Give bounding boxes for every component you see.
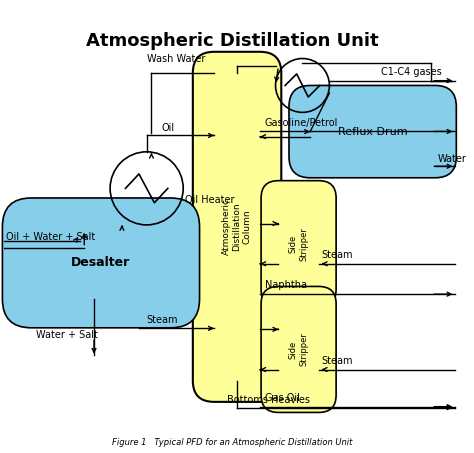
Text: Water: Water xyxy=(438,154,467,164)
Text: Wash Water: Wash Water xyxy=(146,53,205,63)
Text: Side
Stripper: Side Stripper xyxy=(289,333,308,366)
Text: C1-C4 gases: C1-C4 gases xyxy=(381,67,442,77)
FancyBboxPatch shape xyxy=(289,86,456,178)
Text: Oil Heater: Oil Heater xyxy=(185,195,235,205)
FancyBboxPatch shape xyxy=(193,52,281,402)
Text: Oil: Oil xyxy=(161,123,174,133)
Text: Gas Oil: Gas Oil xyxy=(265,393,300,403)
FancyBboxPatch shape xyxy=(261,286,336,412)
Text: Oil + Water + Salt: Oil + Water + Salt xyxy=(6,232,95,242)
Text: Atmospheric Distillation Unit: Atmospheric Distillation Unit xyxy=(86,32,379,49)
Text: Steam: Steam xyxy=(146,315,178,325)
Text: Naphtha: Naphtha xyxy=(265,280,307,290)
Text: Gasoline/Petrol: Gasoline/Petrol xyxy=(265,118,338,128)
Text: Reflux Drum: Reflux Drum xyxy=(338,127,408,137)
Text: Water + Salt: Water + Salt xyxy=(36,331,98,341)
Text: Steam: Steam xyxy=(322,250,353,260)
Text: Atmospheric
Distillation
Column: Atmospheric Distillation Column xyxy=(222,198,252,255)
FancyBboxPatch shape xyxy=(2,198,200,328)
Text: Steam: Steam xyxy=(322,356,353,366)
Text: Desalter: Desalter xyxy=(72,256,131,270)
Text: Side
Stripper: Side Stripper xyxy=(289,226,308,260)
Text: Figure 1   Typical PFD for an Atmospheric Distillation Unit: Figure 1 Typical PFD for an Atmospheric … xyxy=(112,439,353,448)
FancyBboxPatch shape xyxy=(261,181,336,307)
Text: Bottoms Heavies: Bottoms Heavies xyxy=(228,395,310,405)
